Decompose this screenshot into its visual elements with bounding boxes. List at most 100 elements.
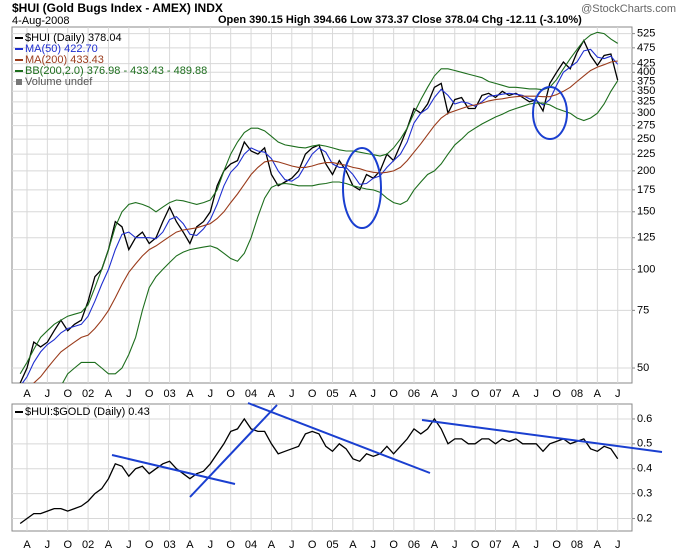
legend-label: Volume undef (25, 76, 93, 88)
x-tick-label: O (145, 539, 154, 551)
x-tick-label: J (615, 388, 621, 400)
y-tick-label: 300 (637, 107, 655, 119)
y-tick-label: 375 (637, 75, 655, 87)
legend-label: MA(50) 422.70 (25, 43, 98, 55)
x-tick-label: J (371, 388, 377, 400)
x-tick-label: A (105, 539, 113, 551)
y-tick-label: 0.3 (637, 488, 652, 500)
x-tick-label: J (533, 388, 539, 400)
x-tick-label: O (552, 539, 561, 551)
y-tick-label: 475 (637, 42, 655, 54)
y-tick-label: 425 (637, 58, 655, 70)
x-tick-label: 03 (163, 388, 175, 400)
x-tick-label: J (126, 388, 132, 400)
y-tick-label: 200 (637, 165, 655, 177)
y-tick-label: 225 (637, 148, 655, 160)
x-tick-label: O (63, 388, 72, 400)
x-tick-label: O (389, 539, 398, 551)
legend-label: $HUI:$GOLD (Daily) 0.43 (25, 406, 150, 418)
y-tick-label: 125 (637, 232, 655, 244)
x-tick-label: A (23, 539, 31, 551)
x-tick-label: A (105, 388, 113, 400)
x-tick-label: O (145, 388, 154, 400)
x-tick-label: J (45, 539, 51, 551)
series-line (62, 80, 619, 383)
y-tick-label: 100 (637, 263, 655, 275)
plot-layer: A J O 02 A J O 03 A J O 04 A J O 05 A J O 06 A J O 07 A J O 08 A J507… (11, 26, 655, 551)
source: @StockCharts.com (581, 3, 676, 15)
plot-frame (11, 26, 633, 384)
annotations (111, 86, 663, 498)
date: 4-Aug-2008 (12, 15, 70, 27)
x-tick-label: O (226, 539, 235, 551)
x-tick-label: A (512, 539, 520, 551)
plot-frame (11, 403, 633, 532)
x-tick-label: A (268, 388, 276, 400)
x-tick-label: A (186, 539, 194, 551)
x-tick-label: 07 (489, 388, 501, 400)
x-tick-label: A (431, 388, 439, 400)
x-tick-label: 08 (571, 388, 583, 400)
x-tick-label: A (512, 388, 520, 400)
y-tick-label: 175 (637, 184, 655, 196)
trend-line (421, 419, 663, 453)
x-tick-label: J (452, 388, 458, 400)
x-tick-label: 03 (163, 539, 175, 551)
x-tick-label: O (471, 388, 480, 400)
x-tick-label: 02 (82, 388, 94, 400)
series-line (33, 60, 618, 383)
trend-line (189, 404, 278, 498)
x-tick-label: O (63, 539, 72, 551)
series-line (21, 48, 619, 383)
y-tick-label: 0.4 (637, 463, 652, 475)
x-tick-label: J (208, 539, 214, 551)
x-tick-label: J (126, 539, 132, 551)
x-tick-label: O (226, 388, 235, 400)
series-line (19, 417, 619, 525)
x-tick-label: J (533, 539, 539, 551)
x-tick-label: 08 (571, 539, 583, 551)
x-tick-label: 06 (408, 539, 420, 551)
x-tick-label: A (431, 539, 439, 551)
x-tick-label: J (371, 539, 377, 551)
x-tick-label: A (23, 388, 31, 400)
y-tick-label: 275 (637, 119, 655, 131)
x-tick-label: 05 (326, 539, 338, 551)
y-tick-label: 325 (637, 96, 655, 108)
x-tick-label: O (308, 539, 317, 551)
y-tick-label: 0.6 (637, 413, 652, 425)
y-tick-label: 150 (637, 206, 655, 218)
y-tick-label: 400 (637, 66, 655, 78)
x-tick-label: 04 (245, 388, 257, 400)
y-tick-label: 50 (637, 362, 649, 374)
x-tick-label: O (308, 388, 317, 400)
trend-line (111, 454, 236, 485)
x-tick-label: A (349, 388, 357, 400)
highlight-ellipse (342, 147, 382, 229)
x-tick-label: J (289, 539, 295, 551)
x-tick-label: J (615, 539, 621, 551)
y-tick-label: 75 (637, 304, 649, 316)
x-tick-label: A (349, 539, 357, 551)
trend-line (247, 402, 431, 474)
x-tick-label: A (594, 539, 602, 551)
y-tick-label: 250 (637, 133, 655, 145)
legend-swatch (16, 79, 22, 85)
x-tick-label: 05 (326, 388, 338, 400)
legend-label: MA(200) 433.43 (25, 54, 104, 66)
x-tick-label: O (552, 388, 561, 400)
y-tick-label: 350 (637, 85, 655, 97)
highlight-ellipse (532, 86, 568, 140)
y-tick-label: 525 (637, 28, 655, 40)
legend-label: BB(200,2.0) 376.98 - 433.43 - 489.88 (25, 65, 207, 77)
x-tick-label: J (208, 388, 214, 400)
legend-label: $HUI (Daily) 378.04 (25, 32, 122, 44)
x-tick-label: O (389, 388, 398, 400)
x-tick-label: J (452, 539, 458, 551)
x-tick-label: J (289, 388, 295, 400)
x-tick-label: O (471, 539, 480, 551)
series-line (19, 31, 618, 375)
quote: Open 390.15 High 394.66 Low 373.37 Close… (218, 14, 582, 26)
x-tick-label: 06 (408, 388, 420, 400)
